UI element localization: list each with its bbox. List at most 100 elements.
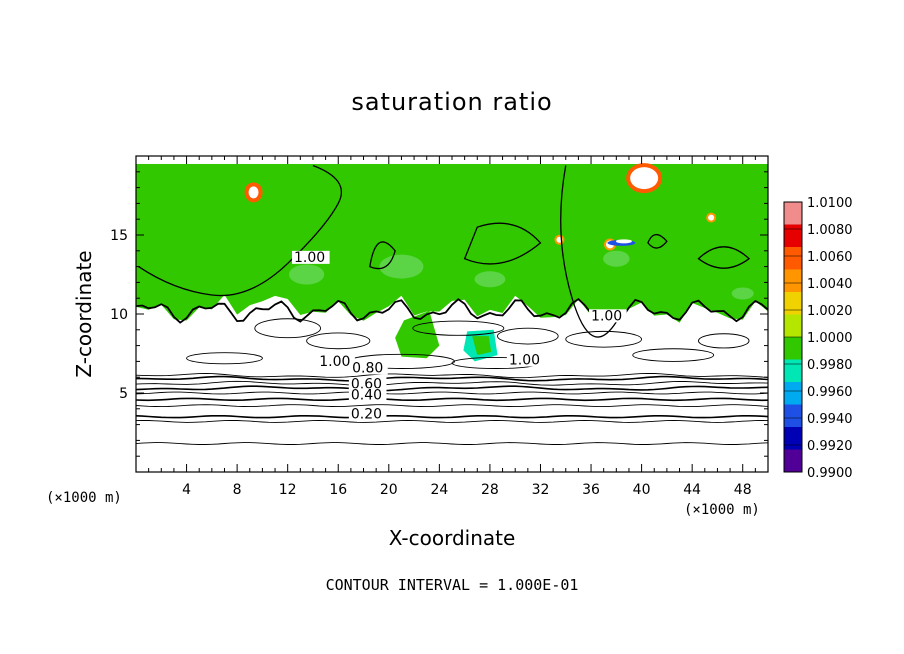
- colorbar-label-2: 1.0060: [807, 250, 853, 265]
- contour-interval-note: CONTOUR INTERVAL = 1.000E-01: [325, 576, 579, 594]
- contour-cell-9: [412, 320, 505, 336]
- contour-cell-2: [186, 352, 263, 365]
- colorbar-swatch-7: [784, 359, 802, 383]
- cloud-mottle-1: [379, 254, 424, 279]
- contour-label-bg-5: [348, 377, 387, 391]
- y-tick-label-2: 15: [110, 228, 128, 244]
- contour-cell-7: [306, 332, 371, 350]
- contour-cell-3: [632, 348, 715, 362]
- colorbar-swatch-9: [784, 404, 802, 428]
- contour-cell-8: [698, 333, 750, 349]
- colorbar-swatch-4: [784, 292, 802, 315]
- chart-title: saturation ratio: [351, 88, 553, 116]
- x-tick-label-8: 36: [582, 482, 600, 498]
- colorbar-label-1: 1.0080: [807, 223, 853, 238]
- green-intrusion-2: [472, 336, 492, 356]
- contour-dry-3: [136, 404, 768, 408]
- y-axis-label: Z-coordinate: [72, 250, 96, 378]
- contour-label-3: 1.00: [509, 353, 540, 369]
- contour-dry-0: [136, 442, 768, 445]
- colorbar-swatch-5: [784, 314, 802, 338]
- cloud-mottle-0: [289, 264, 325, 285]
- contour-dry-4: [136, 397, 768, 402]
- blue-patch-core: [615, 239, 632, 244]
- x-tick-label-5: 24: [430, 482, 448, 498]
- y-tick-label-1: 10: [110, 307, 128, 323]
- contour-dry-7: [136, 380, 768, 387]
- contour-label-4: 0.80: [352, 360, 383, 376]
- colorbar: 1.0100 1.0080 1.0060 1.0040 1.0020 1.0000 0.99…: [783, 196, 853, 481]
- colorbar-swatch-1: [784, 224, 802, 248]
- colorbar-label-10: 0.9900: [807, 466, 853, 481]
- contour-label-bg-6: [348, 388, 387, 402]
- x-tick-label-9: 40: [633, 482, 651, 498]
- x-tick-label-11: 48: [734, 482, 752, 498]
- colorbar-label-0: 1.0100: [807, 196, 853, 211]
- colorbar-label-3: 1.0040: [807, 277, 853, 292]
- colorbar-swatch-8: [784, 382, 802, 405]
- x-tick-label-0: 4: [182, 482, 191, 498]
- colorbar-label-8: 0.9940: [807, 412, 853, 427]
- contour-dry-2: [136, 415, 768, 419]
- colorbar-label-7: 0.9960: [807, 385, 853, 400]
- contour-label-bg-1: [589, 309, 627, 323]
- contour-lines: 1.001.001.00 1.000.800.600.400.20: [136, 164, 768, 445]
- contour-label-bg-2: [317, 355, 355, 369]
- contour-dry-6: [136, 385, 768, 392]
- y-units-label: (×1000 m): [46, 490, 122, 506]
- contour-label-7: 0.20: [351, 406, 382, 422]
- contour-cell-4: [254, 318, 321, 339]
- colorbar-swatch-10: [784, 427, 802, 450]
- contour-dry-8: [136, 375, 768, 382]
- colorbar-swatch-0: [784, 202, 802, 225]
- contour-1-00-base: [136, 297, 768, 324]
- x-tick-label-4: 20: [380, 482, 398, 498]
- contour-inner-0: [138, 164, 343, 297]
- plot-area: [136, 156, 768, 472]
- colorbar-label-5: 1.0000: [807, 331, 853, 346]
- x-tick-label-1: 8: [233, 482, 242, 498]
- small-patch-core-1: [708, 214, 715, 221]
- contour-label-2: 1.00: [319, 354, 350, 370]
- x-units-label: (×1000 m): [684, 502, 760, 518]
- contour-label-6: 0.40: [351, 387, 382, 403]
- contour-inner-1: [560, 165, 617, 338]
- x-axis-label: X-coordinate: [388, 526, 516, 550]
- contour-label-5: 0.60: [351, 376, 382, 392]
- region-saturated-layer: [136, 163, 768, 323]
- colorbar-swatch-2: [784, 247, 802, 270]
- cloud-mottle-2: [474, 271, 506, 288]
- x-tick-label-6: 28: [481, 482, 499, 498]
- x-tick-label-7: 32: [532, 482, 550, 498]
- contour-inner-4: [697, 246, 751, 269]
- warm-patch-core-1: [630, 167, 659, 190]
- x-tick-label-2: 12: [279, 482, 297, 498]
- contour-label-0: 1.00: [294, 250, 325, 266]
- colorbar-swatch-11: [784, 449, 802, 473]
- contour-label-bg-7: [348, 407, 387, 421]
- contour-label-1: 1.00: [591, 308, 622, 324]
- cloud-mottle-4: [731, 287, 754, 300]
- x-tick-label-3: 16: [329, 482, 347, 498]
- contour-dry-9: [136, 372, 768, 379]
- y-tick-label-0: 5: [119, 386, 128, 402]
- contour-dry-1: [136, 420, 768, 423]
- colorbar-label-6: 0.9980: [807, 358, 853, 373]
- colorbar-label-9: 0.9920: [807, 439, 853, 454]
- warm-patch-core-0: [248, 186, 259, 199]
- colorbar-swatch-3: [784, 269, 802, 293]
- contour-cell-6: [565, 330, 643, 348]
- contour-label-bg-3: [506, 353, 545, 367]
- contour-label-bg-4: [350, 361, 388, 375]
- contour-label-bg-0: [292, 250, 330, 264]
- colorbar-label-4: 1.0020: [807, 304, 853, 319]
- cloud-mottle-3: [603, 250, 630, 267]
- contour-inner-2: [463, 222, 542, 265]
- x-tick-label-10: 44: [683, 482, 701, 498]
- contour-inner-3: [369, 241, 396, 270]
- contour-inner-5: [647, 233, 668, 249]
- colorbar-swatch-6: [784, 337, 802, 360]
- contour-cell-5: [497, 327, 559, 345]
